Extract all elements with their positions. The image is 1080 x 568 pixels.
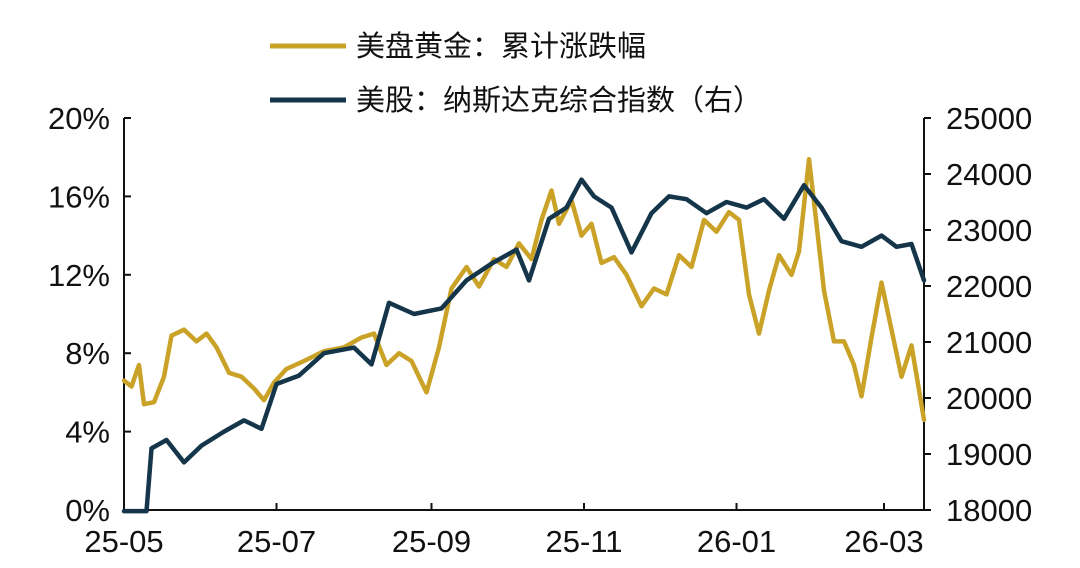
left-tick-label: 4%	[65, 415, 110, 450]
left-tick-label: 12%	[48, 258, 110, 293]
right-tick-label: 22000	[946, 269, 1032, 304]
legend-label-gold: 美盘黄金：累计涨跌幅	[356, 29, 646, 63]
chart-series	[121, 156, 927, 514]
axis-ticks: 0% 4% 8% 12% 16% 20% 18000 19000 20000 21000 22000…	[48, 101, 1032, 559]
legend-item-gold: 美盘黄金：累计涨跌幅	[270, 29, 646, 63]
x-tick-label: 25-11	[546, 524, 623, 559]
left-tick-label: 0%	[65, 493, 110, 528]
legend-item-nasdaq: 美股：纳斯达克综合指数（右）	[270, 83, 762, 117]
x-tick-label: 26-03	[844, 524, 923, 559]
x-tick-label: 25-05	[84, 524, 163, 559]
chart-axes	[123, 118, 925, 511]
right-tick-label: 18000	[946, 493, 1032, 528]
right-tick-label: 24000	[946, 157, 1032, 192]
right-tick-label: 23000	[946, 213, 1032, 248]
x-tick-label: 25-07	[237, 524, 316, 559]
left-tick-label: 8%	[65, 336, 110, 371]
gold-series-line	[121, 156, 927, 423]
left-tick-label: 16%	[48, 179, 110, 214]
x-tick-label: 26-01	[697, 524, 776, 559]
right-tick-label: 20000	[946, 381, 1032, 416]
right-tick-label: 21000	[946, 325, 1032, 360]
right-tick-label: 25000	[946, 101, 1032, 136]
legend-label-nasdaq: 美股：纳斯达克综合指数（右）	[356, 83, 762, 117]
x-tick-label: 25-09	[392, 524, 471, 559]
nasdaq-series-line	[121, 177, 927, 514]
chart-legend: 美盘黄金：累计涨跌幅 美股：纳斯达克综合指数（右）	[270, 29, 762, 117]
right-tick-label: 19000	[946, 437, 1032, 472]
left-tick-label: 20%	[48, 101, 110, 136]
